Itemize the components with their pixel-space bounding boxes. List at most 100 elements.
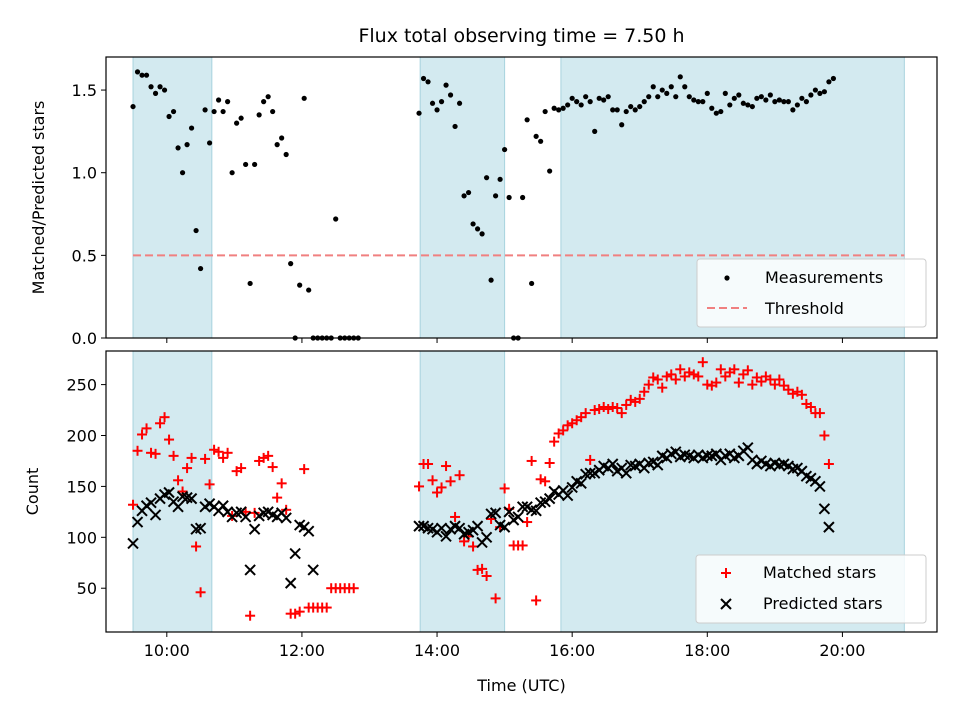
legend-marker-matched-stars — [721, 568, 731, 578]
matched-star-point — [414, 481, 425, 492]
measurement-point — [256, 112, 262, 118]
measurement-point — [306, 287, 312, 293]
measurement-point — [479, 231, 485, 237]
predicted-star-point — [512, 511, 524, 523]
measurement-point — [533, 133, 539, 139]
predicted-star-point — [543, 492, 556, 505]
measurement-point — [520, 194, 526, 201]
matched-star-point — [186, 452, 197, 463]
matched-star-point — [159, 412, 170, 423]
matched-star-point — [164, 434, 175, 445]
measurement-point — [193, 227, 199, 234]
matched-star-point — [625, 394, 636, 405]
measurement-point — [143, 72, 150, 78]
predicted-star-point — [742, 442, 754, 454]
measurement-point — [551, 105, 557, 111]
measurement-point — [188, 125, 195, 131]
predicted-star-point — [149, 509, 162, 521]
measurement-point — [452, 123, 458, 130]
measurement-point — [225, 99, 231, 105]
matched-star-point — [490, 593, 501, 604]
y-tick-label: 150 — [66, 477, 97, 496]
measurement-point — [790, 107, 796, 113]
predicted-star-point — [280, 512, 292, 524]
matched-star-point — [209, 444, 220, 455]
matched-star-point — [697, 357, 708, 368]
measurement-point — [270, 108, 276, 115]
bottom-panel: 50 100 150 200 250 10:00 12:00 14:00 16:00 18:00 2… — [23, 350, 938, 695]
matched-star-point — [639, 386, 650, 397]
predicted-star-point — [302, 525, 315, 537]
measurement-point — [243, 161, 249, 168]
matched-star-point — [245, 610, 256, 621]
matched-star-point — [616, 408, 627, 419]
matched-star-point — [150, 448, 161, 459]
measurement-point — [709, 105, 715, 111]
x-tick-label: 20:00 — [819, 641, 865, 660]
measurement-point — [447, 92, 454, 98]
predicted-star-point — [131, 516, 144, 528]
measurement-point — [641, 99, 647, 105]
matched-star-point — [472, 564, 483, 575]
matched-star-point — [445, 476, 456, 487]
matched-star-point — [769, 379, 780, 390]
measurement-point — [668, 84, 674, 90]
matched-star-point — [450, 511, 461, 522]
legend-marker-measurements — [724, 275, 730, 281]
measurement-point — [197, 265, 204, 272]
measurement-point — [718, 108, 724, 115]
matched-star-point — [526, 455, 537, 466]
predicted-star-point — [435, 522, 448, 534]
matched-star-point — [441, 461, 452, 472]
measurement-point — [220, 108, 226, 115]
y-tick-label: 1.5 — [72, 81, 97, 100]
x-tick-label: 10:00 — [144, 641, 190, 660]
measurement-point — [265, 94, 271, 100]
predicted-star-point — [818, 503, 831, 515]
measurement-point — [175, 145, 181, 151]
matched-star-point — [796, 389, 807, 400]
matched-star-point — [805, 401, 816, 412]
measurement-point — [632, 107, 638, 113]
matched-star-point — [531, 595, 542, 606]
measurement-point — [713, 110, 719, 116]
predicted-star-point — [471, 520, 484, 532]
legend-plus-marker — [721, 568, 731, 578]
measurement-point — [614, 107, 620, 113]
matched-star-point — [499, 483, 510, 494]
predicted-star-point — [710, 448, 723, 460]
matched-star-point — [436, 482, 447, 493]
matched-star-point — [634, 393, 645, 404]
predicted-star-point — [217, 500, 229, 512]
measurement-point — [493, 193, 499, 199]
matched-star-point — [535, 474, 546, 485]
matched-star-point — [693, 371, 704, 382]
predicted-star-point — [498, 521, 511, 533]
measurement-point — [610, 107, 616, 113]
predicted-star-point — [453, 522, 466, 534]
matched-star-point — [204, 479, 215, 490]
measurement-point — [830, 75, 837, 82]
matched-star-point — [733, 377, 744, 388]
predicted-star-point — [823, 521, 835, 533]
measurement-point — [524, 117, 530, 123]
matched-star-point — [823, 459, 834, 470]
matched-star-point — [549, 436, 560, 447]
matched-star-point — [661, 371, 672, 382]
measurement-point — [502, 146, 508, 153]
matched-star-point — [468, 541, 479, 552]
predicted-star-point — [561, 489, 574, 502]
matched-star-point — [517, 540, 528, 551]
predicted-star-point — [575, 477, 587, 490]
matched-star-point — [427, 475, 438, 486]
measurement-point — [731, 95, 737, 101]
measurement-point — [637, 103, 643, 110]
measurement-point — [578, 102, 584, 108]
matched-star-point — [558, 425, 569, 436]
y-tick-label: 1.0 — [72, 164, 97, 183]
legend-label-threshold: Threshold — [764, 299, 844, 318]
matched-star-point — [218, 452, 229, 463]
measurement-point — [425, 79, 431, 85]
chart-title: Flux total observing time = 7.50 h — [358, 25, 684, 47]
